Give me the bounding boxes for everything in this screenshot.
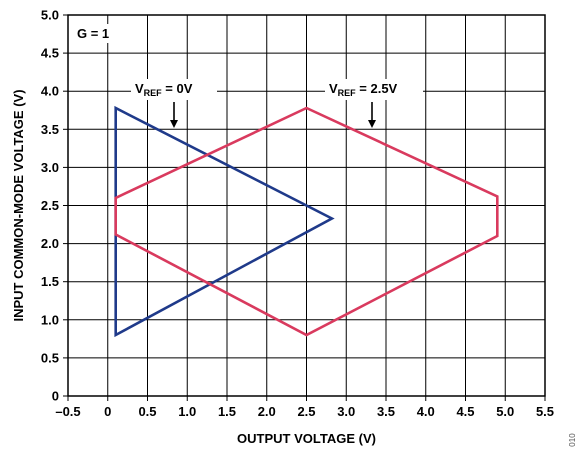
series-layer bbox=[114, 105, 499, 338]
x-tick-label: 0 bbox=[104, 404, 111, 419]
x-tick-label: 0.5 bbox=[138, 404, 156, 419]
x-tick-labels: –0.5 0 0.5 1.0 1.5 2.0 2.5 3.0 3.5 4.0 4.5 5.0 5.5 bbox=[55, 396, 554, 419]
series-label-subscript: REF bbox=[144, 88, 163, 98]
x-tick-label: 1.0 bbox=[178, 404, 196, 419]
x-tick-label: 1.5 bbox=[218, 404, 236, 419]
y-tick-label: 0.5 bbox=[41, 350, 59, 365]
x-tick-label: 4.5 bbox=[456, 404, 474, 419]
series-label-main: V bbox=[329, 81, 338, 96]
x-tick-label: 5.5 bbox=[536, 404, 554, 419]
y-tick-label: 4.5 bbox=[41, 46, 59, 61]
figure-id: 010 bbox=[568, 433, 577, 447]
x-tick-label: 3.5 bbox=[377, 404, 395, 419]
y-tick-label: 3.5 bbox=[41, 122, 59, 137]
series-vref-2-5v-line bbox=[114, 106, 499, 337]
y-tick-label: 4.0 bbox=[41, 84, 59, 99]
y-axis-label: INPUT COMMON-MODE VOLTAGE (V) bbox=[11, 89, 26, 321]
x-tick-label: 2.0 bbox=[258, 404, 276, 419]
series-label-tail: = 2.5V bbox=[356, 81, 398, 96]
x-tick-label: 3.0 bbox=[337, 404, 355, 419]
x-tick-label: –0.5 bbox=[55, 404, 80, 419]
series-label-subscript: REF bbox=[338, 88, 357, 98]
x-tick-label: 2.5 bbox=[297, 404, 315, 419]
y-tick-label: 0 bbox=[52, 389, 59, 404]
annotation-arrow-head bbox=[368, 120, 376, 128]
annotation-arrow-head bbox=[170, 120, 178, 128]
series-label-vref-0v: VREF = 0V bbox=[135, 81, 193, 98]
series-label-background bbox=[131, 79, 217, 100]
series-label-tail: = 0V bbox=[162, 81, 193, 96]
series-label-vref-2-5v: VREF = 2.5V bbox=[329, 81, 398, 98]
x-axis-label: OUTPUT VOLTAGE (V) bbox=[237, 431, 376, 446]
y-tick-label: 2.5 bbox=[41, 198, 59, 213]
y-tick-label: 3.0 bbox=[41, 160, 59, 175]
series-label-background bbox=[325, 79, 423, 100]
annotation-arrows bbox=[170, 102, 376, 128]
y-tick-labels: 0 0.5 1.0 1.5 2.0 2.5 3.0 3.5 4.0 4.5 5.0 bbox=[41, 8, 68, 404]
x-tick-label: 5.0 bbox=[496, 404, 514, 419]
y-tick-label: 2.0 bbox=[41, 236, 59, 251]
y-tick-label: 1.0 bbox=[41, 312, 59, 327]
gain-label: G = 1 bbox=[77, 26, 109, 41]
x-tick-label: 4.0 bbox=[417, 404, 435, 419]
y-tick-label: 1.5 bbox=[41, 274, 59, 289]
y-tick-label: 5.0 bbox=[41, 8, 59, 23]
gain-label-background bbox=[71, 24, 129, 43]
series-vref-0v-line bbox=[114, 105, 335, 338]
series-label-main: V bbox=[135, 81, 144, 96]
